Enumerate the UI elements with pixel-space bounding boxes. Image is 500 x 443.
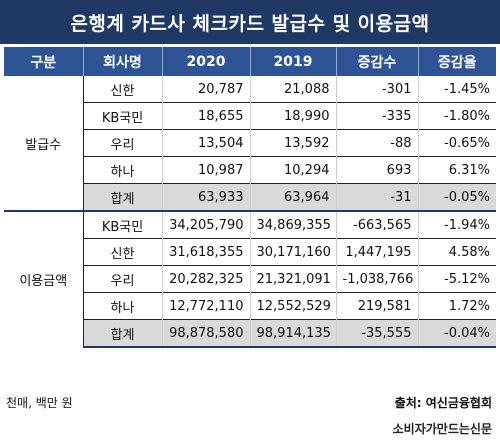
- change-count-cell: 219,581: [335, 292, 418, 320]
- change-rate-cell: -1.45%: [417, 76, 496, 103]
- header-category: 구분: [4, 47, 83, 76]
- change-rate-cell: -1.80%: [417, 102, 496, 130]
- value-2019-cell: 30,171,160: [249, 238, 336, 266]
- value-2019-cell: 34,869,355: [249, 210, 336, 239]
- value-2020-cell: 20,787: [161, 76, 250, 103]
- header-2019: 2019: [249, 47, 336, 76]
- change-count-cell: -335: [335, 102, 418, 130]
- value-2020-cell: 10,987: [161, 156, 250, 184]
- change-count-cell: -301: [335, 76, 418, 103]
- company-cell: 합계: [82, 319, 162, 348]
- value-2019-cell: 21,321,091: [249, 265, 336, 293]
- company-cell: 하나: [82, 292, 162, 320]
- company-cell: KB국민: [82, 102, 162, 130]
- change-count-cell: 1,447,195: [335, 238, 418, 266]
- value-2020-cell: 18,655: [161, 102, 250, 130]
- total-row: 합계 98,878,580 98,914,135 -35,555 -0.04%: [4, 319, 496, 348]
- company-cell: 우리: [82, 265, 162, 293]
- change-count-cell: -88: [335, 129, 418, 157]
- change-rate-cell: -5.12%: [417, 265, 496, 293]
- value-2020-cell: 98,878,580: [161, 319, 250, 348]
- total-row: 합계 63,933 63,964 -31 -0.05%: [4, 183, 496, 211]
- unit-note: 천매, 백만 원: [6, 396, 73, 410]
- data-table: 구분 회사명 2020 2019 증감수 증감율 발급수 신한 20,787 2…: [4, 47, 496, 348]
- table-row: 이용금액 KB국민 34,205,790 34,869,355 -663,565…: [4, 210, 496, 347]
- change-rate-cell: 6.31%: [417, 156, 496, 184]
- change-count-cell: -35,555: [335, 319, 418, 348]
- value-2019-cell: 63,964: [249, 183, 336, 211]
- header-2020: 2020: [161, 47, 250, 76]
- company-cell: 하나: [82, 156, 162, 184]
- company-cell: 신한: [82, 76, 162, 103]
- section-label-issuance: 발급수: [4, 76, 84, 211]
- header-change-rate: 증감율: [417, 47, 496, 76]
- value-2020-cell: 63,933: [161, 183, 250, 211]
- value-2019-cell: 18,990: [249, 102, 336, 130]
- company-cell: KB국민: [82, 210, 162, 239]
- table-row: 신한 31,618,355 30,171,160 1,447,195 4.58%: [4, 238, 496, 266]
- value-2020-cell: 20,282,325: [161, 265, 250, 293]
- value-2020-cell: 13,504: [161, 129, 250, 157]
- header-company: 회사명: [82, 47, 162, 76]
- table-header-row: 구분 회사명 2020 2019 증감수 증감율: [4, 47, 496, 76]
- table-row: 우리 20,282,325 21,321,091 -1,038,766 -5.1…: [4, 265, 496, 293]
- publisher-credit: 소비자가만드는신문: [392, 422, 492, 436]
- change-rate-cell: -1.94%: [417, 210, 496, 239]
- table-row: KB국민 18,655 18,990 -335 -1.80%: [4, 102, 496, 130]
- company-cell: 신한: [82, 238, 162, 266]
- value-2019-cell: 98,914,135: [249, 319, 336, 348]
- value-2019-cell: 10,294: [249, 156, 336, 184]
- change-count-cell: -1,038,766: [335, 265, 418, 293]
- change-count-cell: -663,565: [335, 210, 418, 239]
- value-2020-cell: 12,772,110: [161, 292, 250, 320]
- header-change-count: 증감수: [335, 47, 418, 76]
- value-2020-cell: 34,205,790: [161, 210, 250, 239]
- change-rate-cell: 1.72%: [417, 292, 496, 320]
- table-row: 우리 13,504 13,592 -88 -0.65%: [4, 129, 496, 157]
- table-row: 발급수 신한 20,787 21,088 -301 -1.45%: [4, 76, 496, 211]
- company-cell: 합계: [82, 183, 162, 211]
- change-count-cell: -31: [335, 183, 418, 211]
- page-title: 은행계 카드사 체크카드 발급수 및 이용금액: [0, 0, 500, 44]
- value-2019-cell: 12,552,529: [249, 292, 336, 320]
- source-note: 출처: 여신금융협회: [394, 396, 492, 410]
- change-rate-cell: -0.65%: [417, 129, 496, 157]
- change-rate-cell: -0.05%: [417, 183, 496, 211]
- value-2019-cell: 21,088: [249, 76, 336, 103]
- company-cell: 우리: [82, 129, 162, 157]
- change-rate-cell: -0.04%: [417, 319, 496, 348]
- change-rate-cell: 4.58%: [417, 238, 496, 266]
- table-row: 하나 12,772,110 12,552,529 219,581 1.72%: [4, 292, 496, 320]
- section-label-usage: 이용금액: [4, 210, 84, 347]
- change-count-cell: 693: [335, 156, 418, 184]
- table-row: 하나 10,987 10,294 693 6.31%: [4, 156, 496, 184]
- value-2019-cell: 13,592: [249, 129, 336, 157]
- value-2020-cell: 31,618,355: [161, 238, 250, 266]
